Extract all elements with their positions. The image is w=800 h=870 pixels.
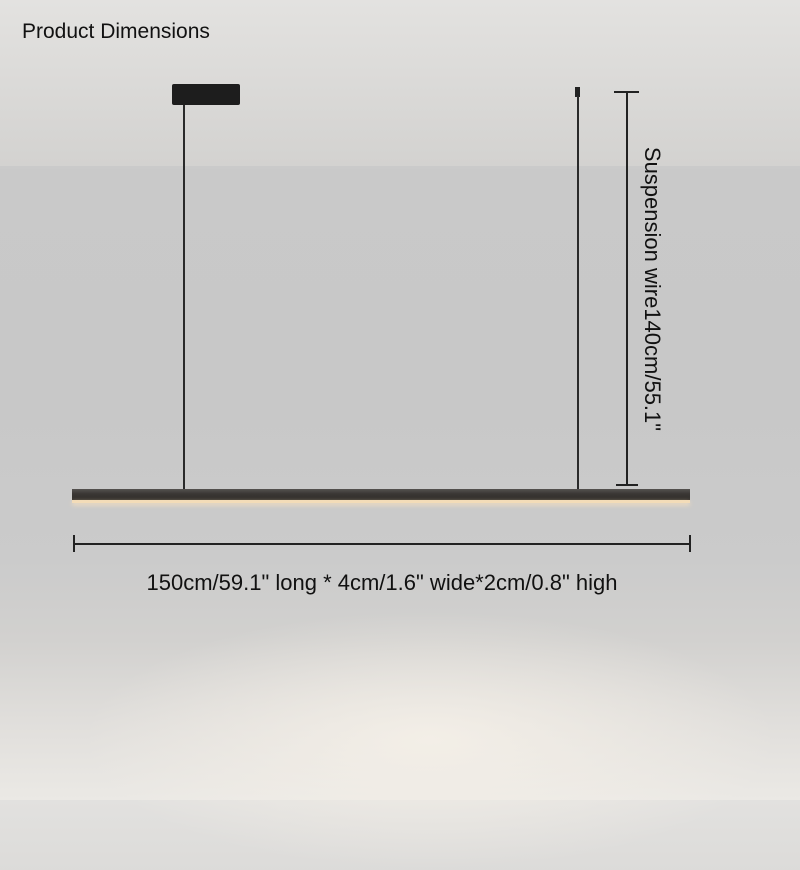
dimension-cap-top (614, 91, 639, 93)
suspension-wire-left (183, 105, 185, 491)
page-title: Product Dimensions (22, 20, 210, 43)
dimension-cap-left (73, 535, 75, 552)
size-label: 150cm/59.1" long * 4cm/1.6" wide*2cm/0.8… (146, 570, 618, 595)
suspension-dimension-line (626, 92, 628, 484)
ceiling-canopy (172, 84, 240, 105)
ceiling-mount-right (575, 87, 580, 97)
led-strip (72, 500, 690, 503)
suspension-wire-right (577, 96, 579, 491)
light-glow (80, 610, 780, 870)
linear-pendant-bar (72, 489, 690, 501)
suspension-label: Suspension wire140cm/55.1" (640, 146, 665, 432)
dimension-cap-bottom (616, 484, 638, 486)
ceiling (0, 0, 800, 166)
dimension-cap-right (689, 535, 691, 552)
length-dimension-line (73, 543, 690, 545)
